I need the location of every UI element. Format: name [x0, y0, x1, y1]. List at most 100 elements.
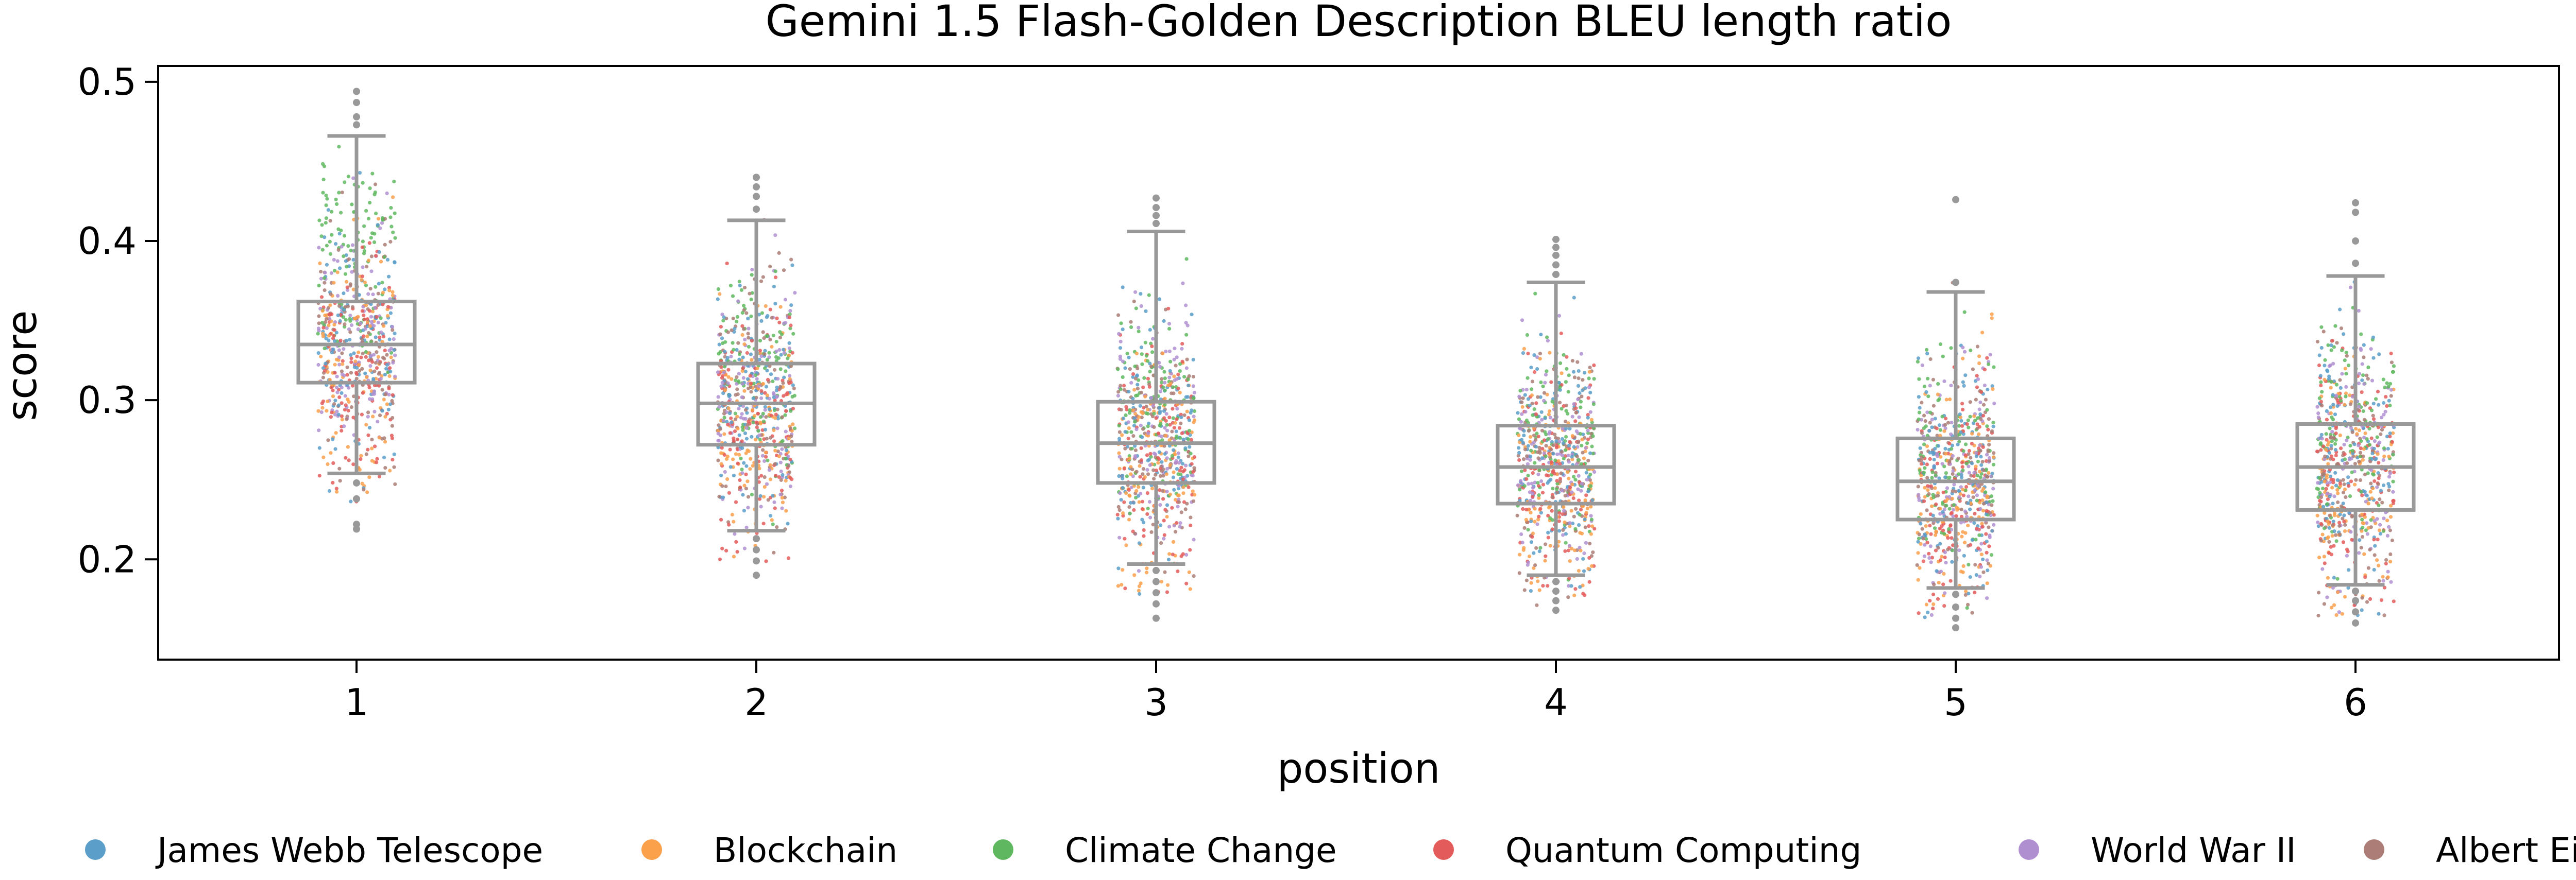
data-point — [324, 361, 328, 366]
data-point — [323, 347, 327, 351]
data-point — [2377, 563, 2381, 567]
data-point — [2386, 575, 2390, 579]
data-point — [779, 478, 783, 482]
data-point — [740, 382, 744, 386]
data-point — [1181, 491, 1185, 495]
data-point — [349, 371, 353, 375]
data-point — [1941, 510, 1945, 514]
data-point — [749, 297, 753, 302]
data-point — [1176, 451, 1180, 455]
data-point — [762, 459, 767, 463]
data-point — [1170, 429, 1174, 434]
data-point — [1127, 505, 1131, 509]
data-point — [1575, 557, 1579, 561]
data-point — [371, 392, 375, 396]
data-point — [1184, 321, 1188, 325]
data-point — [1187, 428, 1191, 433]
data-point — [1580, 437, 1584, 442]
data-point — [766, 377, 770, 382]
data-point — [716, 370, 720, 374]
data-point — [1537, 445, 1541, 450]
data-point — [2341, 540, 2345, 544]
data-point — [2334, 453, 2338, 458]
data-point — [2383, 409, 2387, 414]
data-point — [355, 366, 359, 370]
data-point — [1146, 376, 1150, 381]
data-point — [1147, 385, 1151, 389]
data-point — [1534, 412, 1538, 417]
data-point — [723, 388, 727, 392]
data-point — [2360, 529, 2364, 533]
data-point — [342, 347, 346, 351]
data-point — [374, 182, 378, 186]
data-point — [748, 291, 752, 296]
data-point — [1146, 472, 1150, 476]
data-point — [1174, 429, 1178, 434]
boxplot-position-6 — [2295, 199, 2416, 627]
data-point — [2382, 585, 2387, 590]
data-point — [737, 379, 741, 383]
data-point — [1978, 475, 1982, 479]
data-point — [1924, 537, 1928, 541]
data-point — [1985, 453, 1989, 457]
data-point — [385, 402, 389, 406]
data-point — [2387, 485, 2392, 489]
data-point — [393, 211, 397, 215]
data-point — [2365, 521, 2369, 525]
data-point — [1167, 375, 1172, 379]
data-point — [1148, 463, 1152, 467]
data-point — [1937, 423, 1942, 427]
data-point — [1934, 529, 1938, 533]
data-point — [1164, 434, 1168, 438]
data-point — [1590, 564, 1594, 568]
data-point — [1938, 434, 1942, 438]
data-point — [787, 315, 792, 320]
data-point — [1926, 484, 1930, 488]
data-point — [317, 474, 321, 478]
data-point — [1592, 470, 1597, 474]
data-point — [1980, 489, 1985, 493]
data-point — [1588, 478, 1592, 482]
data-point — [1916, 356, 1921, 360]
data-point — [1116, 390, 1121, 394]
data-point — [1548, 544, 1552, 548]
data-point — [1923, 543, 1927, 547]
data-point — [323, 369, 327, 373]
data-point — [2375, 558, 2379, 562]
data-point — [1148, 515, 1153, 520]
data-point — [2371, 487, 2375, 491]
data-point — [351, 176, 355, 180]
data-point — [1178, 369, 1182, 373]
data-point — [1564, 426, 1568, 430]
data-point — [764, 559, 768, 563]
data-point — [2366, 377, 2370, 381]
data-point — [2372, 567, 2376, 572]
data-point — [1992, 365, 1996, 369]
data-point — [2363, 490, 2367, 494]
data-point — [1966, 501, 1970, 506]
data-point — [362, 488, 366, 492]
outlier-point — [1552, 251, 1560, 259]
data-point — [334, 197, 338, 201]
data-point — [745, 423, 750, 427]
data-point — [367, 475, 371, 479]
data-point — [1126, 420, 1130, 424]
data-point — [727, 491, 731, 495]
data-point — [327, 323, 331, 327]
data-point — [788, 476, 792, 480]
legend-label: Climate Change — [1065, 831, 1337, 870]
data-point — [1181, 477, 1185, 481]
data-point — [334, 242, 338, 246]
data-point — [368, 201, 372, 205]
data-point — [734, 393, 738, 397]
data-point — [1967, 494, 1971, 498]
data-point — [1577, 498, 1581, 503]
data-point — [1925, 434, 1929, 438]
data-point — [332, 328, 336, 332]
data-point — [321, 305, 326, 309]
data-point — [2327, 440, 2331, 444]
data-point — [763, 349, 767, 353]
data-point — [2337, 524, 2342, 528]
data-point — [776, 377, 780, 381]
data-point — [780, 447, 784, 451]
